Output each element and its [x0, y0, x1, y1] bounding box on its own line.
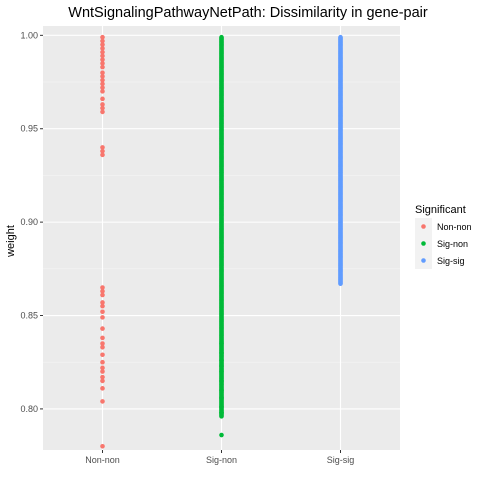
- x-tick-label: Sig-non: [206, 455, 237, 465]
- point-non-non: [100, 53, 105, 59]
- point-non-non: [100, 326, 105, 331]
- point-non-non: [100, 81, 105, 87]
- x-tick-label: Non-non: [85, 455, 120, 465]
- point-sig-non: [219, 34, 224, 40]
- point-non-non: [100, 309, 105, 315]
- y-axis-title: weight: [5, 225, 17, 258]
- point-non-non: [100, 288, 105, 294]
- point-non-non: [100, 57, 105, 62]
- data-points: [100, 34, 343, 449]
- point-non-non: [100, 374, 105, 380]
- legend-label: Sig-sig: [437, 256, 465, 266]
- point-non-non: [100, 85, 105, 90]
- legend-swatch-sig-non: [421, 241, 426, 246]
- point-non-non: [100, 378, 105, 384]
- chart-title: WntSignalingPathwayNetPath: Dissimilarit…: [68, 5, 428, 21]
- point-sig-non: [219, 350, 224, 356]
- point-non-non: [100, 315, 105, 320]
- point-non-non: [100, 152, 105, 158]
- point-non-non: [100, 109, 105, 115]
- point-non-non: [100, 77, 105, 83]
- point-non-non: [100, 46, 105, 51]
- point-non-non: [100, 148, 105, 154]
- point-non-non: [100, 96, 105, 102]
- point-non-non: [100, 285, 105, 290]
- point-sig-non: [219, 341, 224, 346]
- point-non-non: [100, 443, 105, 449]
- y-tick-label: 0.90: [20, 217, 38, 227]
- point-non-non: [100, 365, 105, 371]
- x-tick-label: Sig-sig: [327, 455, 355, 465]
- y-tick-label: 0.80: [20, 404, 38, 414]
- point-non-non: [100, 70, 105, 75]
- point-sig-sig: [338, 34, 343, 40]
- point-non-non: [100, 369, 105, 374]
- y-tick-label: 0.95: [20, 124, 38, 134]
- point-sig-non: [219, 387, 224, 393]
- legend-label: Sig-non: [437, 239, 468, 249]
- point-sig-non: [219, 358, 224, 363]
- legend-title: Significant: [415, 204, 466, 216]
- point-non-non: [100, 145, 105, 150]
- legend-label: Non-non: [437, 222, 472, 232]
- point-non-non: [100, 34, 105, 40]
- point-non-non: [100, 292, 105, 298]
- point-non-non: [100, 300, 105, 305]
- point-non-non: [100, 303, 105, 309]
- point-non-non: [100, 64, 105, 70]
- point-non-non: [100, 344, 105, 350]
- y-tick-label: 0.85: [20, 311, 38, 321]
- point-non-non: [100, 74, 105, 79]
- point-sig-non: [219, 378, 224, 384]
- point-non-non: [100, 386, 105, 391]
- point-non-non: [100, 89, 105, 94]
- point-sig-non: [219, 404, 224, 410]
- legend-swatch-sig-sig: [421, 258, 426, 263]
- legend-swatch-non-non: [421, 224, 426, 229]
- point-sig-non: [219, 369, 224, 374]
- point-non-non: [100, 102, 105, 107]
- point-non-non: [100, 105, 105, 111]
- point-non-non: [100, 359, 105, 365]
- legend: Significant Non-non Sig-non Sig-sig: [415, 204, 472, 269]
- point-non-non: [100, 399, 105, 404]
- point-sig-non: [219, 395, 224, 401]
- point-non-non: [100, 335, 105, 341]
- x-axis: Non-non Sig-non Sig-sig: [85, 450, 354, 465]
- point-non-non: [100, 352, 105, 358]
- point-sig-non: [219, 363, 224, 369]
- point-non-non: [100, 38, 105, 44]
- y-axis: 0.80 0.85 0.90 0.95 1.00: [20, 30, 43, 414]
- point-non-non: [100, 341, 105, 346]
- point-non-non: [100, 42, 105, 47]
- point-sig-non: [219, 410, 224, 415]
- point-non-non: [100, 49, 105, 55]
- point-non-non: [100, 61, 105, 66]
- y-tick-label: 1.00: [20, 30, 38, 40]
- point-sig-non: [219, 432, 224, 438]
